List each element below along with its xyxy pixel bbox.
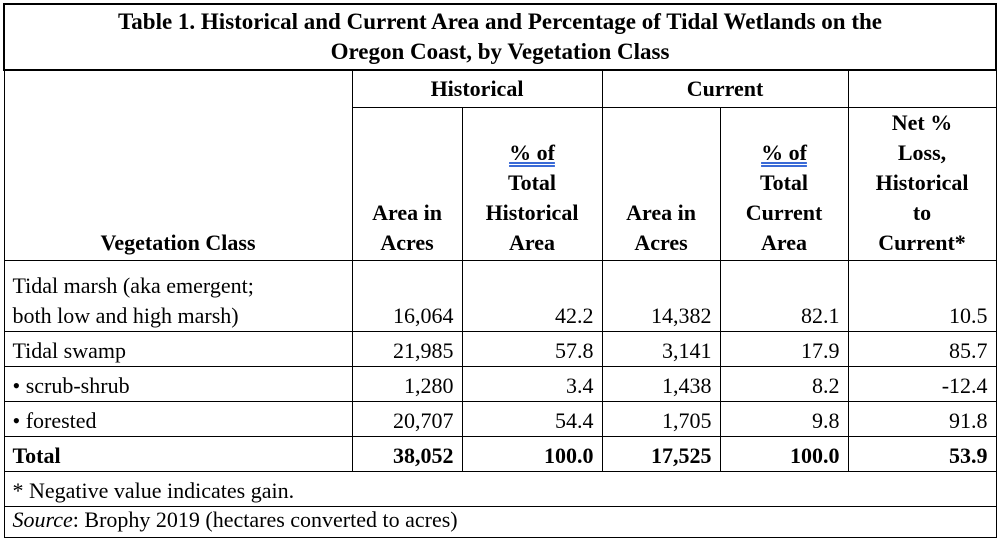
header-historical-percent-line-3: Historical xyxy=(485,200,579,225)
wetlands-table: Table 1. Historical and Current Area and… xyxy=(2,3,998,538)
header-vegetation-class: Vegetation Class xyxy=(3,107,353,261)
header-net-loss-line-1: Net % xyxy=(891,110,953,135)
group-header-historical: Historical xyxy=(351,69,603,108)
cell-historical-area: 21,985 xyxy=(351,331,463,367)
cell-current-area: 14,382 xyxy=(601,260,721,332)
column-header-row: Vegetation Class Area in Acres % of Tota… xyxy=(3,107,997,261)
header-current-percent-line-2: Total xyxy=(759,170,809,195)
header-historical-area-line-2: Acres xyxy=(380,230,434,255)
cell-net-loss: 10.5 xyxy=(847,260,997,332)
row-label-line-2: both low and high marsh) xyxy=(12,303,239,328)
group-header-row: Historical Current xyxy=(3,69,997,108)
cell-current-percent: 8.2 xyxy=(719,366,849,402)
source-row: Source: Brophy 2019 (hectares converted … xyxy=(3,506,997,538)
total-label: Total xyxy=(3,436,353,472)
group-header-empty-left xyxy=(3,69,353,108)
document-page: Table 1. Historical and Current Area and… xyxy=(2,3,998,538)
cell-current-percent: 17.9 xyxy=(719,331,849,367)
header-current-percent-line-3: Current xyxy=(745,200,823,225)
row-label-scrub-shrub: • scrub-shrub xyxy=(3,366,353,402)
row-label-line-1: Tidal marsh (aka emergent; xyxy=(12,273,254,298)
cell-net-loss: 85.7 xyxy=(847,331,997,367)
header-current-percent-line-1: % of xyxy=(761,140,807,165)
header-current-percent: % of Total Current Area xyxy=(719,107,849,261)
header-historical-percent-line-2: Total xyxy=(507,170,557,195)
cell-historical-area: 20,707 xyxy=(351,401,463,437)
header-net-loss-line-2: Loss, xyxy=(897,140,947,165)
total-historical-area: 38,052 xyxy=(351,436,463,472)
row-label-tidal-swamp: Tidal swamp xyxy=(3,331,353,367)
row-label-forested: • forested xyxy=(3,401,353,437)
source-note: Source: Brophy 2019 (hectares converted … xyxy=(3,506,997,538)
header-net-loss-line-5: Current* xyxy=(878,230,966,255)
table-row: Tidal swamp 21,985 57.8 3,141 17.9 85.7 xyxy=(3,331,997,367)
total-net-loss: 53.9 xyxy=(847,436,997,472)
total-row: Total 38,052 100.0 17,525 100.0 53.9 xyxy=(3,436,997,472)
cell-historical-percent: 54.4 xyxy=(461,401,603,437)
cell-net-loss: -12.4 xyxy=(847,366,997,402)
row-label-tidal-marsh: Tidal marsh (aka emergent; both low and … xyxy=(3,260,353,332)
cell-historical-percent: 57.8 xyxy=(461,331,603,367)
table-title-line-1: Table 1. Historical and Current Area and… xyxy=(118,9,882,34)
header-historical-percent: % of Total Historical Area xyxy=(461,107,603,261)
cell-current-percent: 9.8 xyxy=(719,401,849,437)
cell-current-area: 1,705 xyxy=(601,401,721,437)
table-row: • scrub-shrub 1,280 3.4 1,438 8.2 -12.4 xyxy=(3,366,997,402)
table-title-line-2: Oregon Coast, by Vegetation Class xyxy=(330,39,670,64)
header-historical-percent-line-1: % of xyxy=(509,140,555,165)
header-historical-area-line-1: Area in xyxy=(372,200,442,225)
header-current-area-line-2: Acres xyxy=(634,230,688,255)
table-row: • forested 20,707 54.4 1,705 9.8 91.8 xyxy=(3,401,997,437)
footnote: * Negative value indicates gain. xyxy=(3,471,997,507)
source-label: Source xyxy=(12,507,73,532)
cell-current-percent: 82.1 xyxy=(719,260,849,332)
total-current-percent: 100.0 xyxy=(719,436,849,472)
total-current-area: 17,525 xyxy=(601,436,721,472)
total-historical-percent: 100.0 xyxy=(461,436,603,472)
header-net-loss-line-3: Historical xyxy=(875,170,969,195)
table-row: Tidal marsh (aka emergent; both low and … xyxy=(3,260,997,332)
cell-historical-percent: 42.2 xyxy=(461,260,603,332)
group-header-current: Current xyxy=(601,69,849,108)
header-historical-area: Area in Acres xyxy=(351,107,463,261)
cell-historical-area: 16,064 xyxy=(351,260,463,332)
header-net-loss: Net % Loss, Historical to Current* xyxy=(847,107,997,261)
cell-historical-percent: 3.4 xyxy=(461,366,603,402)
footnote-row: * Negative value indicates gain. xyxy=(3,471,997,507)
cell-historical-area: 1,280 xyxy=(351,366,463,402)
group-header-empty-right xyxy=(847,69,997,108)
header-net-loss-line-4: to xyxy=(912,200,932,225)
table-title: Table 1. Historical and Current Area and… xyxy=(2,3,998,71)
header-current-area: Area in Acres xyxy=(601,107,721,261)
cell-current-area: 3,141 xyxy=(601,331,721,367)
header-current-area-line-1: Area in xyxy=(626,200,696,225)
header-historical-percent-line-4: Area xyxy=(508,230,556,255)
cell-current-area: 1,438 xyxy=(601,366,721,402)
title-row: Table 1. Historical and Current Area and… xyxy=(2,3,998,71)
header-current-percent-line-4: Area xyxy=(760,230,808,255)
cell-net-loss: 91.8 xyxy=(847,401,997,437)
source-text: : Brophy 2019 (hectares converted to acr… xyxy=(72,507,458,532)
header-vegetation-class-text: Vegetation Class xyxy=(100,230,256,255)
